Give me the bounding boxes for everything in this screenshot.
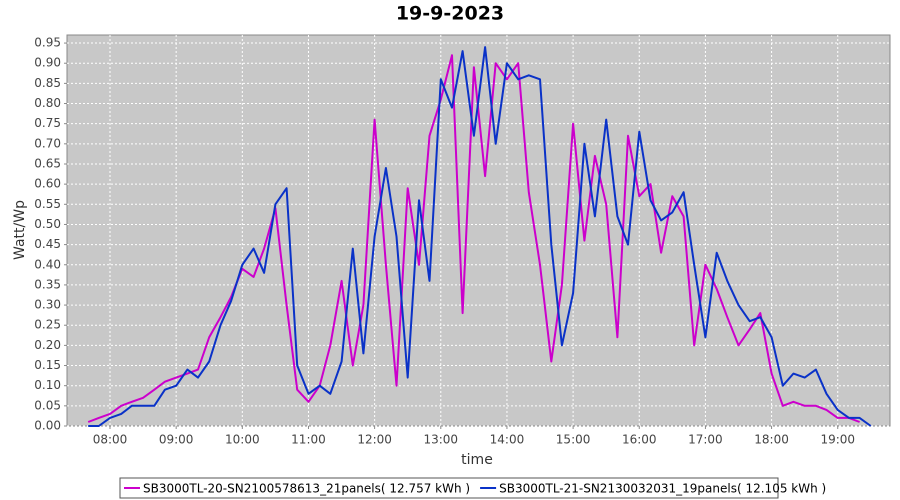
- y-tick-label: 0.60: [34, 177, 61, 191]
- y-tick-label: 0.80: [34, 96, 61, 110]
- x-tick-label: 18:00: [754, 433, 789, 447]
- y-axis-label: Watt/Wp: [12, 200, 28, 260]
- y-tick-label: 0.90: [34, 56, 61, 70]
- series-line: [87, 54, 860, 423]
- y-tick-label: 0.40: [34, 257, 61, 271]
- x-axis-label: time: [461, 452, 493, 468]
- y-tick-label: 0.10: [34, 378, 61, 392]
- x-tick-label: 19:00: [820, 433, 855, 447]
- x-tick-label: 12:00: [357, 433, 392, 447]
- y-tick-label: 0.65: [34, 156, 61, 170]
- y-tick-label: 0.70: [34, 136, 61, 150]
- x-tick-label: 16:00: [622, 433, 657, 447]
- y-tick-label: 0.55: [34, 197, 61, 211]
- x-tick-label: 09:00: [159, 433, 194, 447]
- series-line: [88, 46, 872, 427]
- x-tick-label: 11:00: [291, 433, 326, 447]
- y-tick-label: 0.75: [34, 116, 61, 130]
- y-tick-label: 0.00: [34, 419, 61, 433]
- x-tick-label: 10:00: [225, 433, 260, 447]
- y-tick-label: 0.05: [34, 398, 61, 412]
- legend-label: SB3000TL-20-SN2100578613_21panels( 12.75…: [143, 482, 470, 496]
- y-tick-label: 0.45: [34, 237, 61, 251]
- y-tick-label: 0.15: [34, 358, 61, 372]
- y-tick-label: 0.35: [34, 277, 61, 291]
- y-tick-label: 0.25: [34, 318, 61, 332]
- x-tick-label: 08:00: [93, 433, 128, 447]
- y-tick-label: 0.20: [34, 338, 61, 352]
- y-tick-label: 0.95: [34, 36, 61, 50]
- x-tick-label: 13:00: [423, 433, 458, 447]
- y-tick-label: 0.50: [34, 217, 61, 231]
- legend: [119, 477, 779, 499]
- y-tick-label: 0.30: [34, 298, 61, 312]
- x-tick-label: 15:00: [556, 433, 591, 447]
- chart-title: 19-9-2023: [396, 3, 504, 25]
- x-tick-label: 14:00: [490, 433, 525, 447]
- x-tick-label: 17:00: [688, 433, 723, 447]
- legend-label: SB3000TL-21-SN2130032031_19panels( 12.10…: [499, 482, 826, 496]
- y-tick-label: 0.85: [34, 76, 61, 90]
